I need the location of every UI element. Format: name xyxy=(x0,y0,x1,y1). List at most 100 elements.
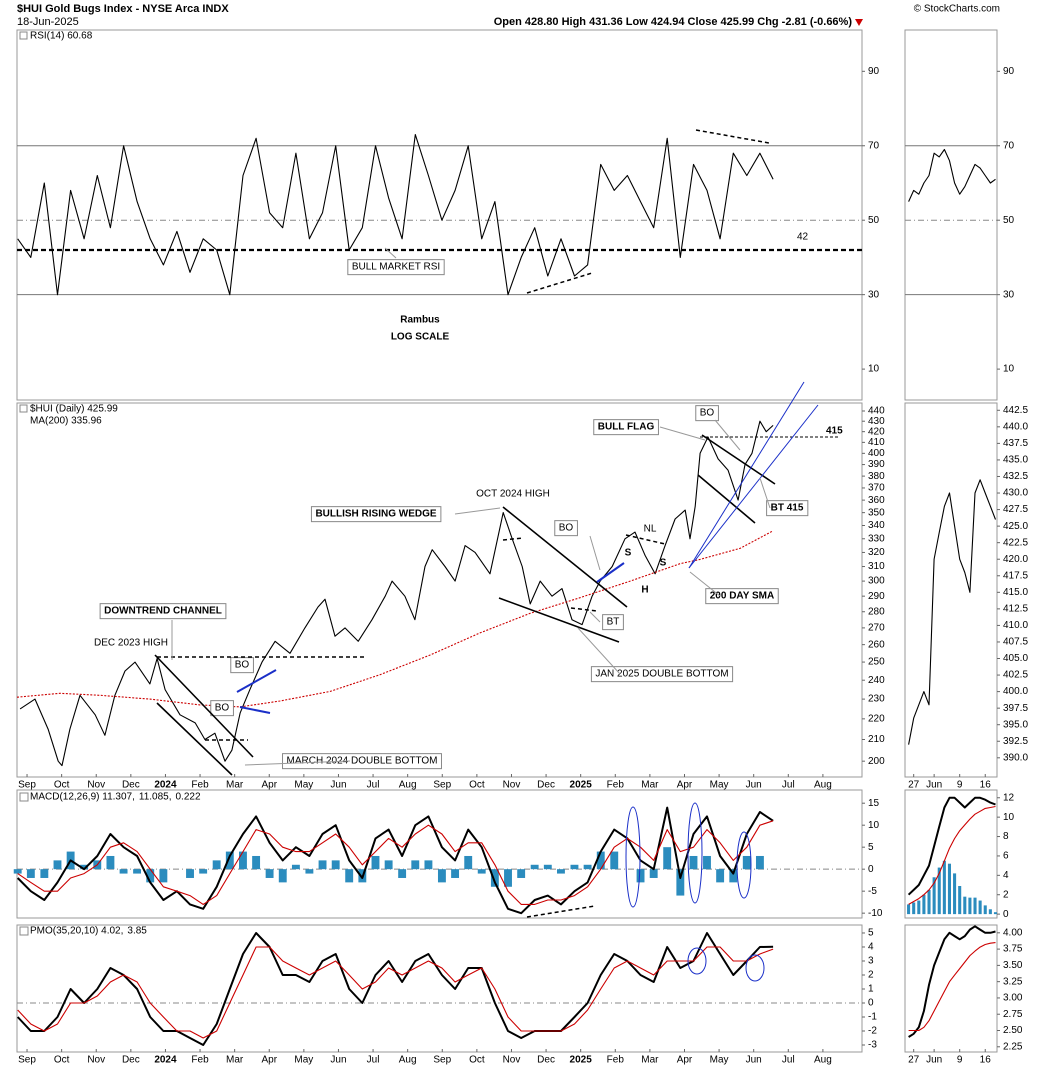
highlight-ellipse xyxy=(687,947,707,975)
series-line xyxy=(907,796,996,896)
annotation: OCT 2024 HIGH xyxy=(476,489,550,500)
histogram-bar xyxy=(543,864,552,870)
y-tick-label: 5 xyxy=(868,928,874,939)
histogram-bar xyxy=(583,864,592,870)
histogram-bar xyxy=(947,863,951,915)
trend-line xyxy=(239,706,271,714)
histogram-bar xyxy=(199,869,208,874)
y-tick-label: 300 xyxy=(868,576,885,587)
y-tick-label: 415.0 xyxy=(1003,587,1028,598)
y-tick-label: 30 xyxy=(1003,289,1015,300)
y-tick-label: 50 xyxy=(1003,215,1015,226)
y-tick-label: 360 xyxy=(868,495,885,506)
histogram-bar xyxy=(703,855,711,870)
histogram-bar xyxy=(596,851,605,870)
annotation-box xyxy=(695,405,719,422)
histogram-bar xyxy=(331,860,340,870)
trend-line xyxy=(714,419,741,451)
y-tick-label: 2.75 xyxy=(1003,1009,1023,1020)
histogram-bar xyxy=(958,886,962,915)
y-tick-label: 2.25 xyxy=(1003,1041,1023,1052)
panel-frame xyxy=(16,789,863,919)
y-tick-label: 12 xyxy=(1003,792,1015,803)
legend-icon xyxy=(19,792,29,802)
y-tick-label: 380 xyxy=(868,471,885,482)
y-tick-label: 290 xyxy=(868,591,885,602)
y-tick-label: 350 xyxy=(868,507,885,518)
x-tick-label: Feb xyxy=(607,1055,625,1066)
y-tick-label: 220 xyxy=(868,713,885,724)
y-tick-label: 340 xyxy=(868,520,885,531)
panel-frame xyxy=(16,924,863,1053)
histogram-bar xyxy=(937,867,941,915)
y-tick-label: 90 xyxy=(868,66,880,77)
x-tick-label: Aug xyxy=(399,1055,417,1066)
x-tick-label: Jun xyxy=(926,1055,942,1066)
trend-line xyxy=(498,597,620,643)
y-tick-label: -2 xyxy=(868,1026,877,1037)
header-title: $HUI Gold Bugs Index - NYSE Arca INDX xyxy=(17,3,229,15)
y-tick-label: 330 xyxy=(868,533,885,544)
y-tick-label: 15 xyxy=(868,798,880,809)
annotation-box xyxy=(99,603,227,620)
y-tick-label: 410 xyxy=(868,437,885,448)
series-line xyxy=(908,942,996,1032)
y-tick-label: 320 xyxy=(868,547,885,558)
y-tick-label: 8 xyxy=(1003,831,1009,842)
y-tick-label: 3.00 xyxy=(1003,993,1023,1004)
x-tick-label: Apr xyxy=(261,780,277,791)
histogram-bar xyxy=(437,869,446,883)
histogram-bar xyxy=(953,873,957,915)
annotation-box xyxy=(593,419,659,436)
histogram-bar xyxy=(278,869,287,883)
annotation-box xyxy=(602,614,624,631)
level-label: 415 xyxy=(826,426,843,437)
y-tick-label: 2.50 xyxy=(1003,1025,1023,1036)
y-tick-label: -3 xyxy=(868,1040,877,1051)
histogram-bar xyxy=(917,900,921,915)
y-tick-label: 3 xyxy=(868,956,874,967)
y-tick-label: 430.0 xyxy=(1003,488,1028,499)
x-tick-label: Dec xyxy=(537,780,555,791)
x-tick-label: 16 xyxy=(980,1055,992,1066)
x-tick-label: Jun xyxy=(330,780,346,791)
histogram-bar xyxy=(384,860,393,870)
trend-line xyxy=(689,571,721,597)
annotation-box xyxy=(705,588,779,605)
y-tick-label: 0 xyxy=(1003,909,1009,920)
trend-line xyxy=(695,129,770,144)
y-tick-label: 2 xyxy=(1003,889,1009,900)
y-tick-label: 442.5 xyxy=(1003,405,1028,416)
y-tick-label: 1 xyxy=(868,984,874,995)
histogram-bar xyxy=(610,851,619,870)
annotation: LOG SCALE xyxy=(391,332,450,343)
histogram-bar xyxy=(146,869,155,883)
histogram-bar xyxy=(13,869,22,874)
trend-line xyxy=(688,404,819,569)
annotation: BO xyxy=(700,408,715,419)
annotation-box xyxy=(282,753,442,770)
histogram-bar xyxy=(942,860,946,915)
histogram-bar xyxy=(968,897,972,915)
x-tick-label: Mar xyxy=(641,780,659,791)
histogram-bar xyxy=(212,860,221,870)
series-line xyxy=(908,925,996,1038)
series-line xyxy=(908,479,997,745)
histogram-bar xyxy=(993,912,997,915)
histogram-bar xyxy=(988,909,992,915)
x-tick-label: Nov xyxy=(503,1055,521,1066)
y-tick-label: 440.0 xyxy=(1003,421,1028,432)
x-tick-label: Nov xyxy=(87,1055,105,1066)
x-tick-label: Mar xyxy=(226,1055,244,1066)
x-tick-label: Mar xyxy=(226,780,244,791)
y-tick-label: 10 xyxy=(868,820,880,831)
x-tick-label: 27 xyxy=(908,780,920,791)
histogram-bar xyxy=(106,855,115,870)
y-tick-label: 397.5 xyxy=(1003,703,1028,714)
y-tick-label: 412.5 xyxy=(1003,604,1028,615)
histogram-bar xyxy=(424,860,433,870)
highlight-ellipse xyxy=(625,806,641,908)
y-tick-label: 417.5 xyxy=(1003,570,1028,581)
histogram-bar xyxy=(663,847,672,870)
x-tick-label: Oct xyxy=(54,780,70,791)
